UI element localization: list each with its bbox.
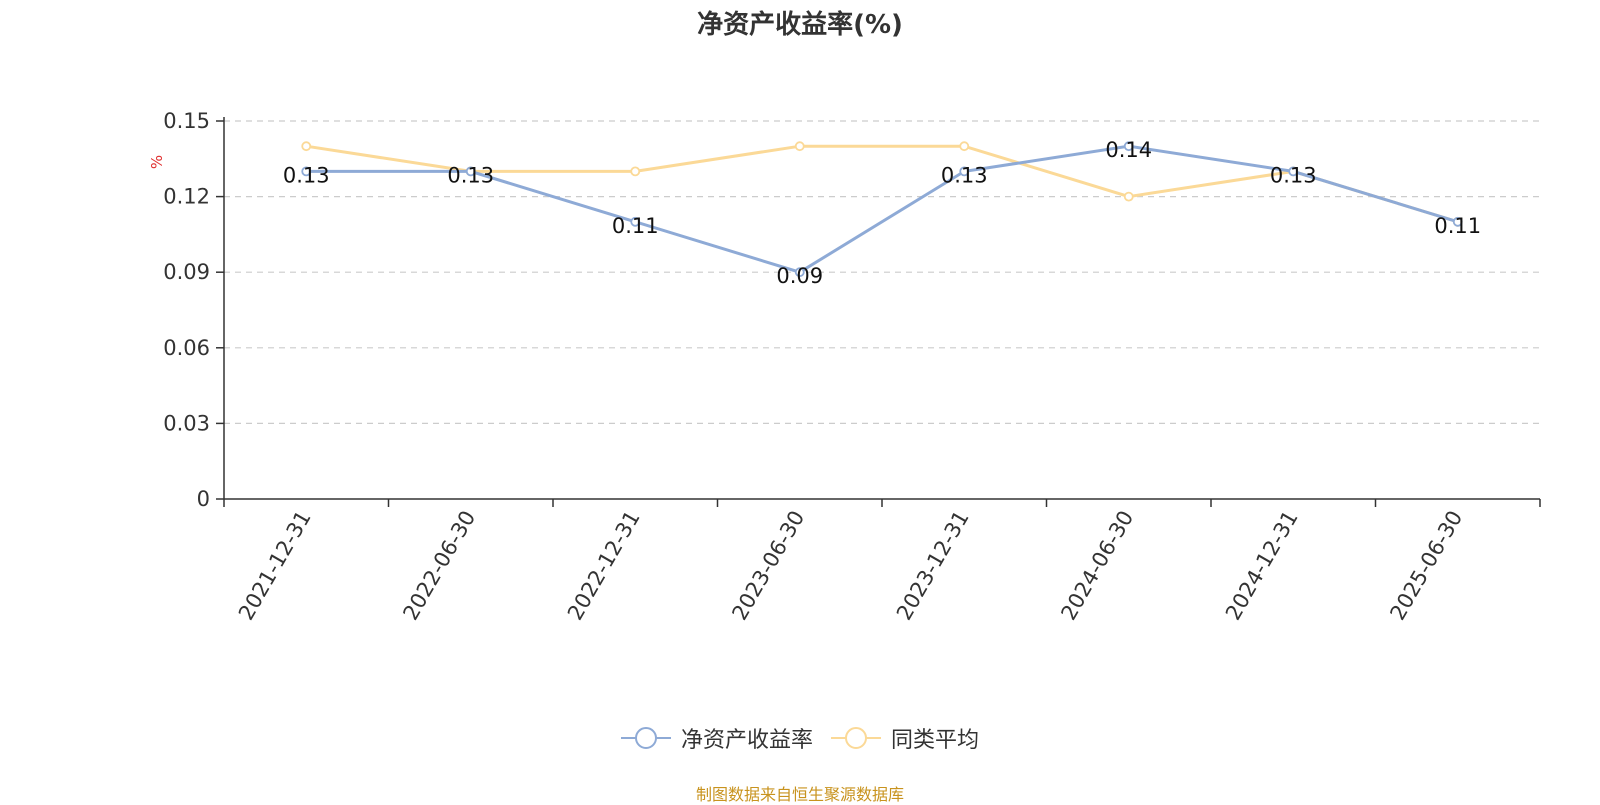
data-point	[630, 216, 641, 227]
data-point	[301, 141, 312, 152]
legend-item-roe[interactable]: 净资产收益率	[620, 722, 813, 754]
series-line	[306, 144, 1459, 224]
y-tick-label: 0.15	[163, 109, 210, 133]
x-tick-label: 2023-12-31	[892, 507, 974, 625]
data-label: 0.13	[941, 163, 988, 187]
data-label: 0.13	[283, 163, 330, 187]
data-point	[301, 166, 312, 177]
legend-label-peer-average: 同类平均	[891, 728, 980, 753]
data-point	[465, 166, 476, 177]
legend-peer-marker-icon	[831, 727, 881, 749]
x-tick-label: 2023-06-30	[727, 507, 809, 625]
x-tick-label: 2022-06-30	[398, 507, 480, 625]
chart-title: 净资产收益率(%)	[697, 10, 903, 40]
data-label: 0.13	[1270, 163, 1317, 187]
data-point	[1123, 191, 1134, 202]
data-label: 0.13	[447, 163, 494, 187]
y-tick-label: 0.12	[163, 185, 210, 209]
legend: 净资产收益率 同类平均	[0, 722, 1600, 754]
y-tick-label: 0.03	[163, 411, 210, 435]
series-line	[306, 144, 1459, 274]
x-tick-label: 2022-12-31	[563, 507, 645, 625]
x-tick-label: 2024-06-30	[1056, 507, 1138, 625]
data-label: 0.11	[1434, 214, 1481, 238]
data-point	[794, 267, 805, 278]
y-tick-label: 0	[197, 487, 210, 511]
x-tick-label: 2025-06-30	[1385, 507, 1467, 625]
data-label: 0.09	[776, 264, 823, 288]
x-tick-label: 2021-12-31	[234, 507, 316, 625]
data-point	[794, 141, 805, 152]
x-tick-label: 2024-12-31	[1221, 507, 1303, 625]
data-point	[630, 166, 641, 177]
y-tick-label: 0.09	[163, 260, 210, 284]
data-point	[1123, 141, 1134, 152]
legend-label-roe: 净资产收益率	[680, 728, 813, 753]
data-point	[1288, 166, 1299, 177]
data-label: 0.14	[1105, 138, 1152, 162]
legend-item-peer-average[interactable]: 同类平均	[831, 722, 979, 754]
data-point	[959, 166, 970, 177]
y-axis-label: %	[148, 155, 166, 169]
data-point	[959, 141, 970, 152]
data-source-note: 制图数据来自恒生聚源数据库	[695, 785, 904, 804]
y-tick-label: 0.06	[163, 336, 210, 360]
data-point	[1452, 216, 1463, 227]
legend-roe-marker-icon	[620, 727, 671, 749]
data-label: 0.11	[612, 214, 659, 238]
